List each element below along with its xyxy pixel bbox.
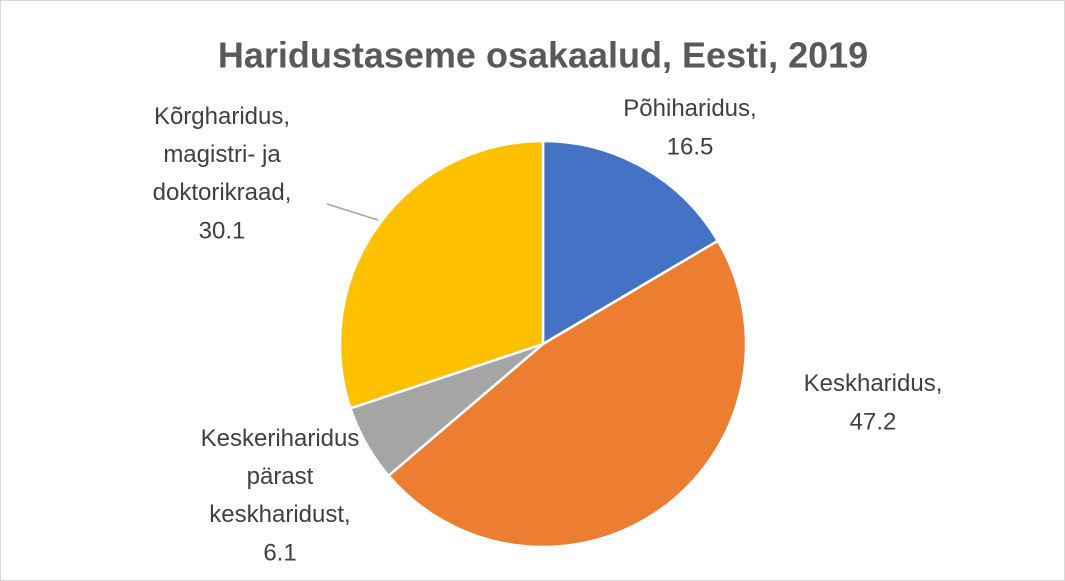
leader-line [326, 203, 379, 221]
data-label-value: 30.1 [199, 217, 246, 244]
data-label-value: 6.1 [263, 539, 296, 566]
label-separator: , [344, 501, 351, 528]
label-line: keskharidust, [209, 501, 350, 528]
data-label-name: Keskharidus, [804, 370, 943, 397]
label-line: magistri- ja [163, 141, 281, 168]
data-label-name: Keskeriharidus pärast keskharidust, [201, 425, 360, 528]
pie-slice [541, 139, 720, 347]
data-label-name: Kõrgharidus, magistri- ja doktorikraad, [153, 103, 292, 206]
label-line: doktorikraad, [153, 179, 292, 206]
data-label-value: 47.2 [850, 408, 897, 435]
label-line: Kõrgharidus, [154, 103, 290, 130]
label-line: Keskeriharidus [201, 425, 360, 452]
label-separator: , [936, 370, 943, 397]
pie-slice [338, 139, 545, 410]
label-line: Põhiharidus, [623, 95, 756, 122]
data-label-value: 16.5 [667, 133, 714, 160]
label-separator: , [750, 95, 757, 122]
label-line: Keskharidus, [804, 370, 943, 397]
data-label-name: Põhiharidus, [623, 95, 756, 122]
label-line: pärast [247, 463, 314, 490]
chart-title: Haridustaseme osakaalud, Eesti, 2019 [218, 35, 868, 76]
pie-slice [386, 239, 748, 549]
label-separator: , [285, 179, 292, 206]
